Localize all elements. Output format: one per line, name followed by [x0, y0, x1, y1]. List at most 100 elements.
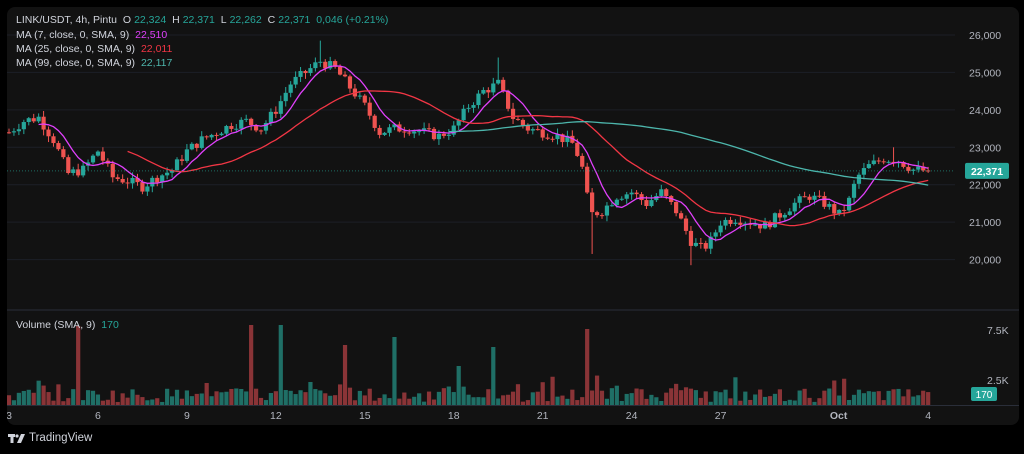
- volume-bar: [209, 396, 214, 405]
- volume-bar: [367, 388, 372, 405]
- candle-body: [372, 115, 377, 128]
- candle-body: [787, 211, 792, 215]
- volume-bar: [234, 388, 239, 405]
- candle-body: [846, 197, 852, 211]
- candle-body: [303, 71, 308, 74]
- volume-bar: [426, 391, 432, 405]
- candle-body: [61, 149, 66, 158]
- candle-body: [125, 182, 130, 184]
- volume-bar: [337, 384, 343, 405]
- candle-body: [688, 230, 694, 246]
- candle-body: [881, 161, 886, 163]
- price-badge-label: 22,371: [971, 166, 1003, 178]
- candle-body: [535, 129, 540, 131]
- candle-body: [792, 202, 797, 212]
- volume-bar: [253, 388, 259, 405]
- candle-body: [466, 107, 471, 109]
- volume-bar: [328, 395, 333, 405]
- volume-bar: [782, 401, 787, 405]
- volume-bar: [76, 326, 81, 405]
- volume-bar: [510, 391, 516, 405]
- volume-bar: [842, 378, 847, 405]
- candle-body: [456, 120, 461, 126]
- candle-body: [545, 137, 550, 139]
- candle-body: [446, 134, 451, 136]
- candle-body: [698, 242, 703, 244]
- ma25-legend[interactable]: MA (25, close, 0, SMA, 9) 22,011: [16, 42, 175, 56]
- candle-body: [337, 66, 343, 75]
- ma99-legend[interactable]: MA (99, close, 0, SMA, 9) 22,117: [16, 56, 175, 70]
- candle-body: [491, 83, 496, 93]
- candle-body: [46, 129, 51, 137]
- volume-badge: [971, 387, 997, 401]
- candle-body: [239, 119, 244, 129]
- volume-bar: [436, 391, 442, 405]
- volume-bar: [565, 398, 570, 405]
- candle-body: [36, 116, 41, 122]
- tradingview-branding[interactable]: TradingView: [8, 432, 92, 444]
- candle-body: [90, 155, 96, 163]
- volume-bar: [639, 389, 644, 405]
- volume-bar: [239, 388, 244, 405]
- volume-bar: [313, 389, 318, 405]
- candle-body: [313, 62, 318, 69]
- volume-bar: [871, 391, 876, 405]
- candle-body: [145, 186, 150, 192]
- candlestick-chart[interactable]: 26,000 25,000 24,000 23,000 22,000 21,000 20,0…: [7, 7, 1019, 425]
- volume-bar: [545, 401, 550, 405]
- volume-bar: [792, 400, 797, 405]
- y-tick-label: 26,000: [969, 30, 1001, 42]
- volume-bar: [26, 389, 31, 405]
- candle-body: [832, 204, 837, 214]
- volume-bar: [644, 398, 649, 405]
- candle-body: [377, 127, 382, 135]
- candle-body: [871, 160, 876, 165]
- y-tick-label: 25,000: [969, 67, 1001, 79]
- volume-bar: [837, 395, 842, 405]
- candle-body: [436, 133, 442, 140]
- candle-body: [268, 111, 274, 123]
- candle-body: [619, 198, 624, 200]
- candle-body: [120, 178, 125, 183]
- candle-body: [540, 129, 545, 138]
- candle-body: [392, 124, 397, 128]
- volume-bar: [604, 398, 610, 405]
- candle-body: [762, 222, 768, 229]
- ma7-legend[interactable]: MA (7, close, 0, SMA, 9) 22,510: [16, 28, 170, 42]
- candle-body: [342, 74, 348, 77]
- symbol-label: LINK/USDT, 4h, Pintu: [16, 14, 117, 26]
- volume-bar: [515, 384, 521, 405]
- candle-body: [150, 177, 155, 187]
- ohlc-close-key: C: [267, 14, 276, 26]
- candle-body: [921, 166, 926, 171]
- volume-badge-label: 170: [976, 390, 993, 401]
- volume-bar: [827, 388, 832, 405]
- volume-tick-label: 7.5K: [987, 325, 1009, 337]
- candle-body: [851, 183, 857, 198]
- volume-legend[interactable]: Volume (SMA, 9) 170: [16, 318, 122, 332]
- candle-body: [594, 212, 600, 216]
- candles: [7, 40, 931, 266]
- volume-bar: [723, 389, 728, 405]
- ma7-line: [38, 65, 929, 241]
- candle-body: [486, 89, 491, 93]
- volume-bar: [130, 389, 135, 405]
- volume-bar: [441, 388, 446, 405]
- volume-bar: [417, 393, 422, 405]
- volume-bar: [204, 383, 209, 405]
- candle-body: [402, 131, 407, 133]
- candle-body: [288, 84, 293, 93]
- volume-bar: [619, 400, 624, 405]
- candle-body: [130, 177, 135, 184]
- candle-body: [555, 134, 560, 140]
- volume-bar: [194, 393, 199, 405]
- volume-bar: [501, 395, 506, 405]
- candle-body: [802, 196, 807, 198]
- volume-bar: [120, 393, 125, 405]
- volume-bar: [817, 398, 822, 405]
- y-tick-label: 21,000: [969, 217, 1001, 229]
- ohlc-low-value: 22,262: [229, 14, 262, 26]
- volume-bar: [688, 388, 694, 405]
- candle-body: [115, 177, 120, 179]
- candle-body: [426, 128, 432, 130]
